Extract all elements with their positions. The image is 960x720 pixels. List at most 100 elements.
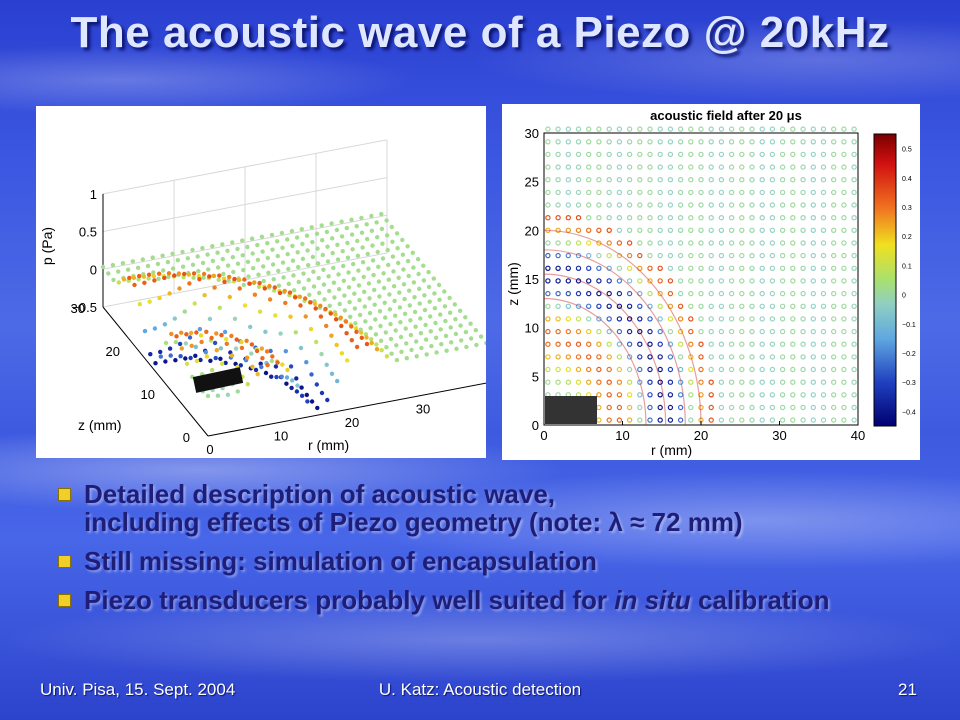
pressure-point (409, 347, 414, 353)
pressure-point (380, 241, 385, 246)
pressure-point (199, 339, 204, 345)
field-point (749, 189, 755, 196)
field-point (688, 366, 694, 373)
pressure-point (442, 304, 448, 309)
pressure-point (200, 260, 206, 266)
field-point (739, 303, 745, 309)
pressure-point (152, 326, 158, 331)
pressure-point (263, 370, 269, 376)
field-point (657, 252, 663, 259)
wavefront-arc (543, 229, 702, 426)
pressure-point (443, 333, 449, 339)
pressure-point (360, 260, 366, 265)
field-point (759, 139, 765, 145)
field-point (667, 151, 674, 158)
pressure-point (219, 332, 224, 338)
field-point (616, 379, 623, 385)
field-point (718, 252, 725, 259)
pressure-point (185, 256, 190, 261)
field-point (626, 176, 633, 183)
field-point (708, 328, 714, 335)
field-point (688, 227, 694, 234)
bullet-item: Piezo transducers probably well suited f… (56, 586, 936, 614)
field-point (575, 252, 582, 259)
pressure-point (187, 335, 193, 340)
pressure-point (366, 266, 371, 271)
field-point (708, 417, 714, 423)
field-point (555, 214, 561, 221)
pressure-point (389, 351, 394, 356)
pressure-point (188, 330, 194, 336)
pressure-point (294, 235, 300, 240)
field-point (779, 366, 786, 373)
field-point (831, 176, 837, 183)
field-point (718, 316, 725, 322)
field-point (545, 379, 551, 385)
field-point (851, 341, 857, 347)
pressure-point (270, 354, 275, 359)
field-point (831, 189, 837, 196)
field-point (749, 164, 755, 170)
field-point (555, 164, 561, 170)
field-point (779, 176, 786, 183)
pressure-point (370, 258, 376, 263)
field-point (688, 164, 694, 170)
field-point (831, 290, 837, 297)
field-point (657, 303, 663, 309)
pressure-point (432, 291, 437, 296)
colorbar-tick-label: 0 (902, 293, 906, 300)
field-point (728, 189, 735, 196)
field-point (759, 341, 765, 347)
piezo-block-2d (545, 396, 597, 424)
field-point (545, 202, 551, 208)
field-point (698, 214, 704, 221)
field-point (616, 202, 623, 208)
pressure-point (426, 269, 431, 275)
pressure-point (217, 273, 222, 278)
field-point (728, 303, 735, 309)
pressure-point (285, 237, 290, 242)
field-point (851, 227, 857, 234)
field-point (851, 328, 857, 335)
pressure-point (297, 294, 303, 299)
pressure-point (359, 215, 364, 221)
field-point (565, 202, 572, 208)
pressure-point (320, 238, 325, 243)
field-point (800, 278, 806, 284)
pressure-point (421, 263, 426, 268)
pressure-point (390, 239, 395, 244)
pressure-point (377, 309, 383, 314)
field-point (647, 227, 653, 234)
pressure-point (163, 359, 168, 364)
pressure-point (411, 280, 417, 285)
pressure-point (214, 348, 219, 353)
pressure-point (296, 264, 301, 270)
pressure-point (401, 267, 406, 272)
field-point (657, 227, 663, 234)
field-point (739, 316, 745, 322)
pressure-point (295, 383, 300, 388)
field-point (841, 328, 847, 335)
field-point (698, 265, 704, 271)
field-point (667, 303, 674, 309)
field-point (657, 214, 663, 221)
field-point (688, 240, 694, 246)
field-point (667, 240, 674, 246)
field-point (728, 278, 735, 284)
field-point (708, 202, 714, 208)
field-point (749, 202, 755, 208)
field-point (647, 151, 653, 158)
pressure-point (132, 282, 137, 288)
pressure-point (379, 226, 385, 232)
field-point (790, 164, 796, 170)
pressure-point (384, 345, 389, 350)
footer-venue: Univ. Pisa, 15. Sept. 2004 (40, 680, 236, 699)
field-point (606, 404, 612, 411)
field-point (841, 303, 847, 309)
field-point (647, 303, 653, 309)
field-point (575, 379, 582, 385)
pressure-point (370, 243, 375, 248)
field-point (545, 176, 551, 183)
field-point (585, 354, 592, 360)
field-point (616, 404, 623, 411)
